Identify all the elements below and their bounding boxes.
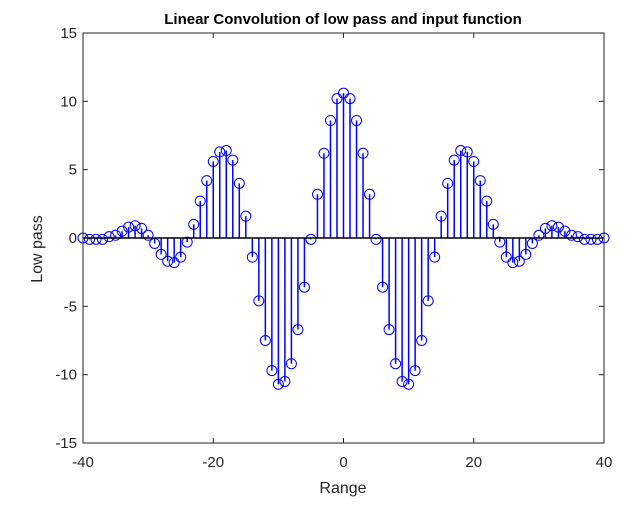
y-tick-label: 5 [69,162,77,179]
y-tick-label: -10 [55,367,77,384]
stem-marker [565,229,577,241]
stem-marker [474,175,486,187]
stem-marker [487,218,499,230]
stem-marker [318,147,330,159]
x-tick-label: 0 [339,454,347,471]
stem-marker [468,155,480,167]
stem-marker [409,365,421,377]
stem-marker [390,358,402,370]
x-tick-label: -20 [202,454,224,471]
stem-marker [435,210,447,222]
stem-marker [90,233,102,245]
x-axis-ticks: -40 -20 0 20 40 [72,33,612,471]
stem-marker [552,221,564,233]
x-tick-label: 40 [596,454,613,471]
stem-marker [507,257,519,269]
chart-title: Linear Convolution of low pass and input… [164,11,521,28]
stem-marker [351,114,363,126]
stem-marker [546,220,558,232]
x-axis-label: Range [319,480,366,497]
stem-marker [344,93,356,105]
x-tick-label: 20 [465,454,482,471]
stem-marker [533,229,545,241]
stem-marker [207,155,219,167]
y-tick-label: 0 [69,230,77,247]
stem-marker [240,210,252,222]
stem-marker [416,335,428,346]
stem-marker [214,146,226,158]
stem-marker [513,255,525,267]
stem-marker [233,177,245,189]
stem-marker [201,175,213,187]
y-axis-ticks: -15 -10 -5 0 5 10 15 [55,25,604,452]
stem-marker [494,236,506,248]
stem-marker [383,324,395,336]
stem-marker [116,225,128,237]
stem-marker [311,188,323,200]
stem-marker [520,248,532,260]
stem-marker [500,251,512,263]
stem-marker [539,222,551,234]
stem-marker [455,145,467,157]
stem-marker [559,225,571,237]
stem-marker [220,145,232,157]
stem-marker [298,281,310,293]
y-tick-label: -5 [64,298,77,315]
y-axis-label: Low pass [29,215,46,283]
stem-marker [142,229,154,241]
stem-marker [136,222,148,234]
stem-marker [481,195,493,207]
stem-marker [266,365,278,377]
stem-marker [123,221,135,233]
stem-marker [403,378,415,390]
stem-marker [422,295,434,307]
stem-marker [175,251,187,263]
stem-marker [338,87,349,99]
stem-marker [285,358,297,370]
stem-marker [591,233,603,245]
stem-marker [357,147,369,159]
stem-marker [442,177,454,189]
stem-marker [396,376,408,387]
stem-marker [429,251,441,263]
stem-marker [129,220,141,232]
stem-marker [364,188,376,200]
stem-marker [324,114,336,126]
y-tick-label: -15 [55,435,77,452]
stem-marker [84,233,96,245]
stem-marker [246,251,258,263]
stem-marker [97,233,109,245]
stem-marker [448,154,460,166]
stem-marker [292,324,304,336]
stem-marker [331,93,343,105]
stem-marker [168,257,180,269]
stem-marker [155,248,167,260]
stem-marker [272,378,284,390]
y-tick-label: 10 [60,93,77,110]
stem-marker [162,255,174,267]
stem-marker [181,236,193,248]
x-tick-label: -40 [72,454,94,471]
stem-marker [259,335,271,346]
stem-marker [305,233,317,245]
stem-marker [110,229,122,241]
stem-marker [578,233,590,245]
stem-marker [370,233,382,245]
stem-marker [227,154,239,166]
stem-marker [377,281,389,293]
stem-marker [253,295,265,307]
stem-marker [585,233,597,245]
stem-marker [572,231,584,243]
stem-marker [194,195,206,207]
y-tick-label: 15 [60,25,77,42]
stem-marker [103,231,115,243]
stem-marker [279,376,291,387]
stem-marker [188,218,200,230]
stem-marker [461,146,473,158]
